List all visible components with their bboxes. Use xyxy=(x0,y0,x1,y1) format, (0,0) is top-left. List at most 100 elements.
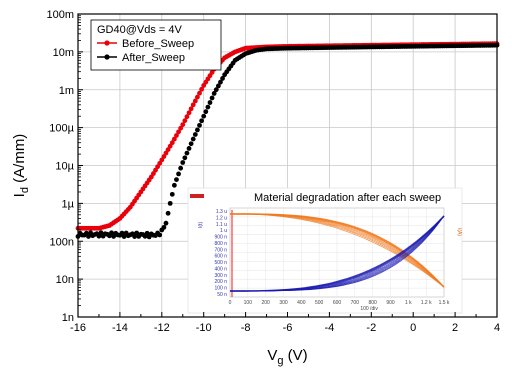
inset-right-unit: I(A) xyxy=(456,228,462,236)
legend-marker xyxy=(104,40,110,46)
data-point xyxy=(190,102,196,108)
y-axis-label: Id (A/mm) xyxy=(11,134,31,198)
data-point xyxy=(220,76,225,81)
y-tick-label: 1n xyxy=(62,312,74,324)
inset-bottom-tick-label: 800 xyxy=(368,300,377,306)
inset-logo-icon xyxy=(190,194,204,198)
inset-left-tick-label: 50 n xyxy=(217,292,227,298)
y-tick-label: 10m xyxy=(53,47,74,59)
x-tick-label: -10 xyxy=(196,322,212,334)
data-point xyxy=(213,87,219,93)
data-point xyxy=(109,230,114,236)
inset-orange-trace xyxy=(230,213,445,288)
inset-bottom-tick-label: 0 xyxy=(229,300,232,306)
data-point xyxy=(211,91,217,96)
inset-bottom-sublabel: 100 /div xyxy=(360,306,378,312)
inset-image: Material degradation after each sweep 1.3… xyxy=(187,187,463,314)
data-point xyxy=(182,118,188,124)
data-point xyxy=(144,230,150,236)
inset-left-unit: I(t) xyxy=(198,222,204,228)
data-point xyxy=(157,232,163,238)
data-point xyxy=(218,79,223,85)
data-point xyxy=(167,200,173,206)
data-point xyxy=(178,125,184,131)
x-tick-label: 4 xyxy=(494,322,500,334)
inset-left-tick-label: 900 n xyxy=(214,235,227,241)
axis-ticks: -16 -14 -12 -10 -8 -6 -4 -2 0 2 4 1n 10n 100n 1µ 10µ 100… xyxy=(46,9,500,334)
legend-label: Before_Sweep xyxy=(122,38,194,50)
inset-bottom-tick-label: 900 xyxy=(386,300,395,306)
inset-left-tick-label: 100 n xyxy=(214,286,227,292)
data-point xyxy=(159,157,165,163)
data-point xyxy=(197,90,202,96)
data-point xyxy=(186,146,192,151)
legend-title: GD40@Vds = 4V xyxy=(97,24,183,36)
data-point xyxy=(199,86,205,92)
data-point xyxy=(207,100,213,105)
inset-left-tick-label: 600 n xyxy=(214,254,227,260)
data-point xyxy=(201,113,207,119)
x-tick-label: -16 xyxy=(70,322,86,334)
data-point xyxy=(203,109,209,115)
data-point xyxy=(96,233,102,239)
data-point xyxy=(161,154,167,159)
data-point xyxy=(174,133,179,138)
inset-bottom-tick-label: 500 xyxy=(315,300,324,306)
inset-bottom-tick-label: 400 xyxy=(297,300,306,306)
x-tick-label: -6 xyxy=(283,322,293,334)
data-point xyxy=(184,150,190,156)
inset-bottom-tick-label: 100 xyxy=(244,300,253,306)
inset-blue-trace xyxy=(230,215,445,292)
inset-bottom-tick-label: 1.2 k xyxy=(421,300,432,306)
data-point xyxy=(171,136,177,142)
y-tick-label: 100µ xyxy=(49,123,74,135)
data-point xyxy=(209,95,215,101)
data-point xyxy=(176,129,181,135)
data-point xyxy=(169,140,175,146)
data-point xyxy=(176,171,181,177)
data-point xyxy=(180,160,186,165)
data-point xyxy=(161,224,167,230)
inset-bottom-tick-label: 300 xyxy=(279,300,288,306)
data-point xyxy=(205,104,211,110)
inset-bottom-tick-label: 600 xyxy=(333,300,342,306)
data-point xyxy=(199,118,205,124)
x-axis-label: Vg (V) xyxy=(267,347,307,367)
data-point xyxy=(98,230,104,236)
data-point xyxy=(174,177,179,183)
inset-bottom-tick-label: 1.5 k xyxy=(439,300,450,306)
inset-left-tick-label: 200 n xyxy=(214,279,227,285)
inset-left-tick-label: 700 n xyxy=(214,247,227,253)
data-point xyxy=(195,94,200,100)
series-after-sweep xyxy=(75,42,500,240)
inset-title: Material degradation after each sweep xyxy=(254,192,441,204)
y-tick-label: 10n xyxy=(56,274,74,286)
data-point xyxy=(188,141,194,147)
data-point xyxy=(192,98,198,104)
data-point xyxy=(165,210,171,216)
data-point xyxy=(169,191,175,197)
data-point xyxy=(180,122,186,128)
inset-bottom-tick-label: 700 xyxy=(351,300,360,306)
data-point xyxy=(188,106,194,112)
data-point xyxy=(121,234,127,239)
data-point xyxy=(195,127,200,133)
data-point xyxy=(132,234,137,239)
inset-left-tick-label: 1.1 u xyxy=(216,222,227,228)
inset-left-tick-label: 1.2 u xyxy=(216,215,227,221)
data-point xyxy=(197,122,202,128)
legend-box xyxy=(90,19,222,71)
y-tick-label: 1µ xyxy=(62,198,75,210)
data-point xyxy=(119,230,125,236)
data-point xyxy=(190,136,196,142)
x-tick-label: -4 xyxy=(325,322,335,334)
x-tick-label: -2 xyxy=(366,322,376,334)
data-point xyxy=(165,147,171,153)
inset-left-tick-label: 1.3 u xyxy=(216,209,227,215)
x-tick-label: -12 xyxy=(154,322,170,334)
x-tick-label: -14 xyxy=(112,322,128,334)
data-point xyxy=(167,143,173,149)
legend-marker xyxy=(104,54,110,60)
inset-left-tick-label: 300 n xyxy=(214,273,227,279)
